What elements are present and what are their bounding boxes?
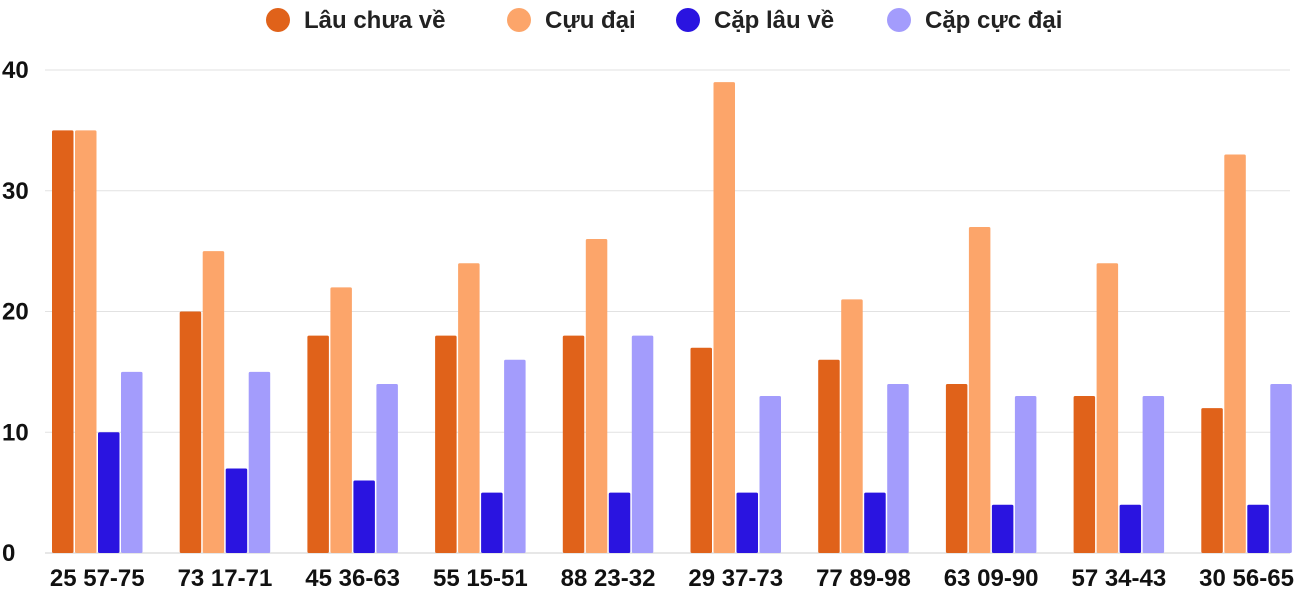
x-tick-label: 57 34-43	[1071, 565, 1166, 592]
bar-4-2[interactable]: Cặp cực đại: 15	[248, 371, 271, 554]
x-tick-label: 25 57-75	[50, 565, 145, 592]
bar-3-8[interactable]: Cặp lâu về: 4	[991, 504, 1014, 553]
y-axis-ticks: 0 10 20 30 40	[2, 57, 29, 567]
bar-1-8[interactable]: Lâu chưa về: 14	[945, 383, 968, 553]
bar-2-10[interactable]: Cựu đại: 33	[1224, 154, 1246, 553]
bar-1-5[interactable]: Lâu chưa về: 18	[562, 335, 585, 553]
legend-item-3[interactable]: Cặp lâu về	[676, 7, 834, 34]
bar-2-8[interactable]: Cựu đại: 27	[968, 226, 991, 553]
legend-label: Cặp cực đại	[925, 7, 1062, 34]
x-tick-label: 45 36-63	[305, 565, 400, 592]
legend-label: Lâu chưa về	[304, 7, 445, 34]
bar-4-6[interactable]: Cặp cực đại: 13	[759, 396, 782, 553]
bar-3-1[interactable]: Cặp lâu về: 10	[98, 432, 120, 553]
bar-4-10[interactable]: Cặp cực đại: 14	[1270, 383, 1292, 553]
legend-swatch	[266, 8, 290, 32]
y-tick-label: 20	[2, 299, 29, 326]
bar-1-3[interactable]: Lâu chưa về: 18	[307, 335, 329, 553]
y-tick-label: 30	[2, 178, 29, 205]
bar-1-7[interactable]: Lâu chưa về: 16	[818, 359, 840, 553]
x-tick-label: 88 23-32	[561, 565, 656, 592]
bar-1-4[interactable]: Lâu chưa về: 18	[435, 335, 457, 553]
bar-3-3[interactable]: Cặp lâu về: 6	[353, 480, 375, 553]
bar-4-7[interactable]: Cặp cực đại: 14	[887, 383, 909, 553]
bars: Lâu chưa về: 35Cựu đại: 35Cặp lâu về: 10…	[52, 82, 1292, 554]
legend-item-1[interactable]: Lâu chưa về	[266, 7, 445, 34]
x-tick-label: 55 15-51	[433, 565, 528, 592]
bar-4-1[interactable]: Cặp cực đại: 15	[121, 371, 143, 554]
x-axis-ticks: 25 57-75 73 17-71 45 36-63 55 15-51 88 23-32…	[50, 565, 1294, 592]
bar-3-6[interactable]: Cặp lâu về: 5	[736, 492, 759, 554]
bar-4-5[interactable]: Cặp cực đại: 18	[631, 335, 654, 553]
legend-swatch	[887, 8, 911, 32]
bar-2-2[interactable]: Cựu đại: 25	[202, 251, 225, 554]
bar-1-10[interactable]: Lâu chưa về: 12	[1201, 408, 1223, 553]
bar-3-5[interactable]: Cặp lâu về: 5	[608, 492, 631, 554]
x-tick-label: 30 56-65	[1199, 565, 1294, 592]
bar-2-9[interactable]: Cựu đại: 24	[1096, 263, 1119, 553]
bar-1-9[interactable]: Lâu chưa về: 13	[1073, 396, 1096, 553]
bar-3-9[interactable]: Cặp lâu về: 4	[1119, 504, 1142, 553]
bar-3-10[interactable]: Cặp lâu về: 4	[1247, 504, 1269, 553]
bar-3-2[interactable]: Cặp lâu về: 7	[225, 468, 248, 553]
y-tick-label: 0	[2, 540, 15, 567]
legend-label: Cựu đại	[545, 7, 636, 34]
legend-item-4[interactable]: Cặp cực đại	[887, 7, 1062, 34]
bar-2-1[interactable]: Cựu đại: 35	[75, 130, 97, 554]
legend: Lâu chưa về Cựu đại Cặp lâu về Cặp cực đại	[266, 7, 1062, 34]
bar-2-4[interactable]: Cựu đại: 24	[458, 263, 480, 553]
bar-2-7[interactable]: Cựu đại: 21	[841, 299, 863, 553]
y-tick-label: 10	[2, 419, 29, 446]
bar-1-1[interactable]: Lâu chưa về: 35	[52, 130, 74, 554]
bar-4-9[interactable]: Cặp cực đại: 13	[1142, 396, 1165, 553]
x-tick-label: 73 17-71	[178, 565, 273, 592]
legend-swatch	[507, 8, 531, 32]
bar-2-5[interactable]: Cựu đại: 26	[585, 239, 608, 554]
bar-3-7[interactable]: Cặp lâu về: 5	[864, 492, 886, 554]
legend-swatch	[676, 8, 700, 32]
legend-item-2[interactable]: Cựu đại	[507, 7, 636, 34]
bar-4-8[interactable]: Cặp cực đại: 13	[1014, 396, 1037, 553]
bar-1-2[interactable]: Lâu chưa về: 20	[179, 311, 202, 554]
y-tick-label: 40	[2, 57, 29, 84]
x-tick-label: 77 89-98	[816, 565, 911, 592]
bar-3-4[interactable]: Cặp lâu về: 5	[481, 492, 503, 554]
x-tick-label: 63 09-90	[944, 565, 1039, 592]
bar-4-3[interactable]: Cặp cực đại: 14	[376, 383, 398, 553]
x-tick-label: 29 37-73	[688, 565, 783, 592]
bar-4-4[interactable]: Cặp cực đại: 16	[504, 359, 526, 553]
bar-2-6[interactable]: Cựu đại: 39	[713, 82, 736, 553]
bar-1-6[interactable]: Lâu chưa về: 17	[690, 347, 713, 553]
legend-label: Cặp lâu về	[714, 7, 834, 34]
bar-2-3[interactable]: Cựu đại: 22	[330, 287, 352, 553]
